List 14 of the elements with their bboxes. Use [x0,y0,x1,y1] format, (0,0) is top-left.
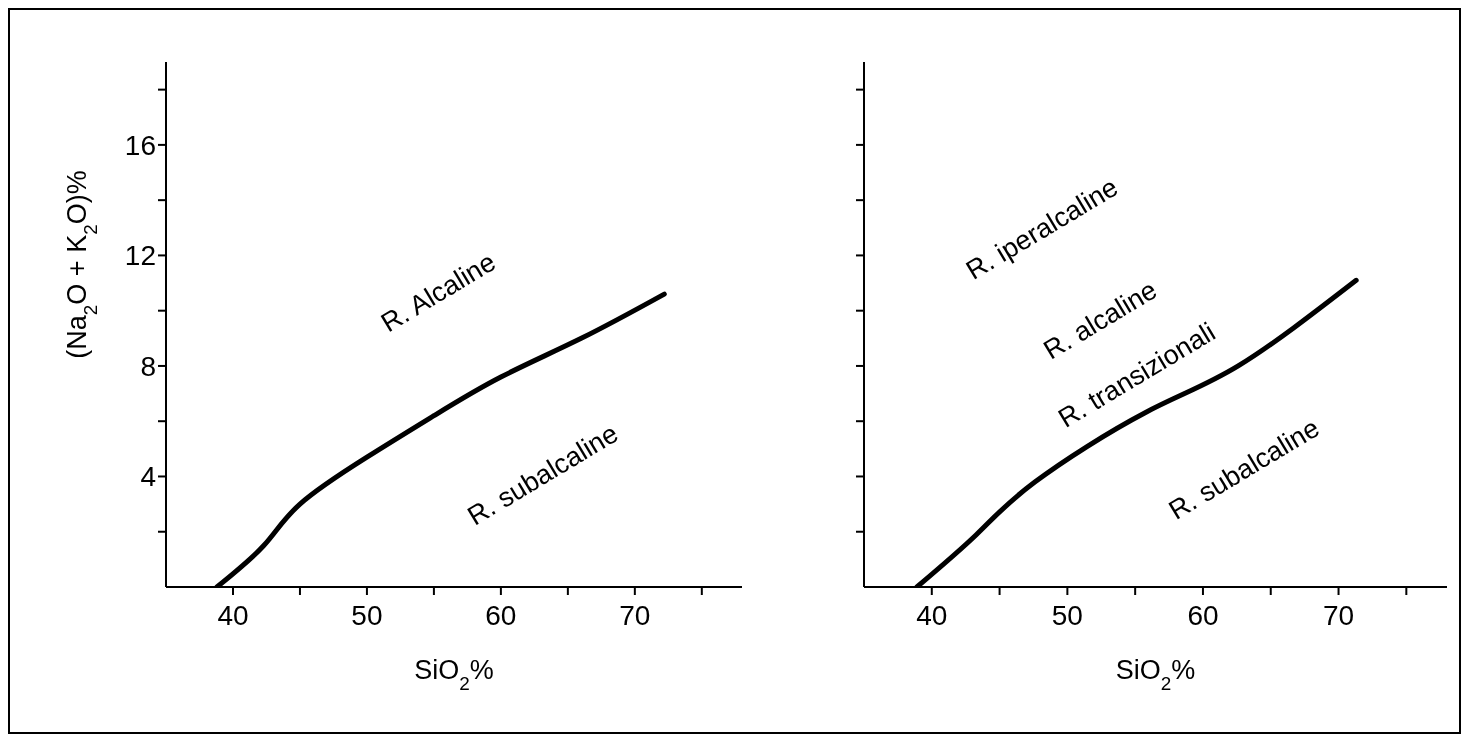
x-tick-label: 60 [485,599,517,631]
x-tick-label: 40 [916,599,948,631]
x-tick-label: 70 [1322,599,1355,631]
x-tick-label: 70 [619,599,651,631]
y-tick-label: 12 [124,240,156,272]
x-tick-label: 60 [1187,599,1219,631]
x-tick-label: 50 [351,599,383,631]
x-axis-title: SiO$_{2}$% [414,655,494,694]
x-tick-label: 40 [217,599,249,631]
y-tick-label: 16 [124,129,156,161]
x-axis-title: SiO$_{2}$% [1115,655,1196,694]
y-tick-label: 4 [140,461,156,493]
y-tick-label: 8 [140,350,156,382]
x-tick-label: 50 [1051,599,1083,631]
